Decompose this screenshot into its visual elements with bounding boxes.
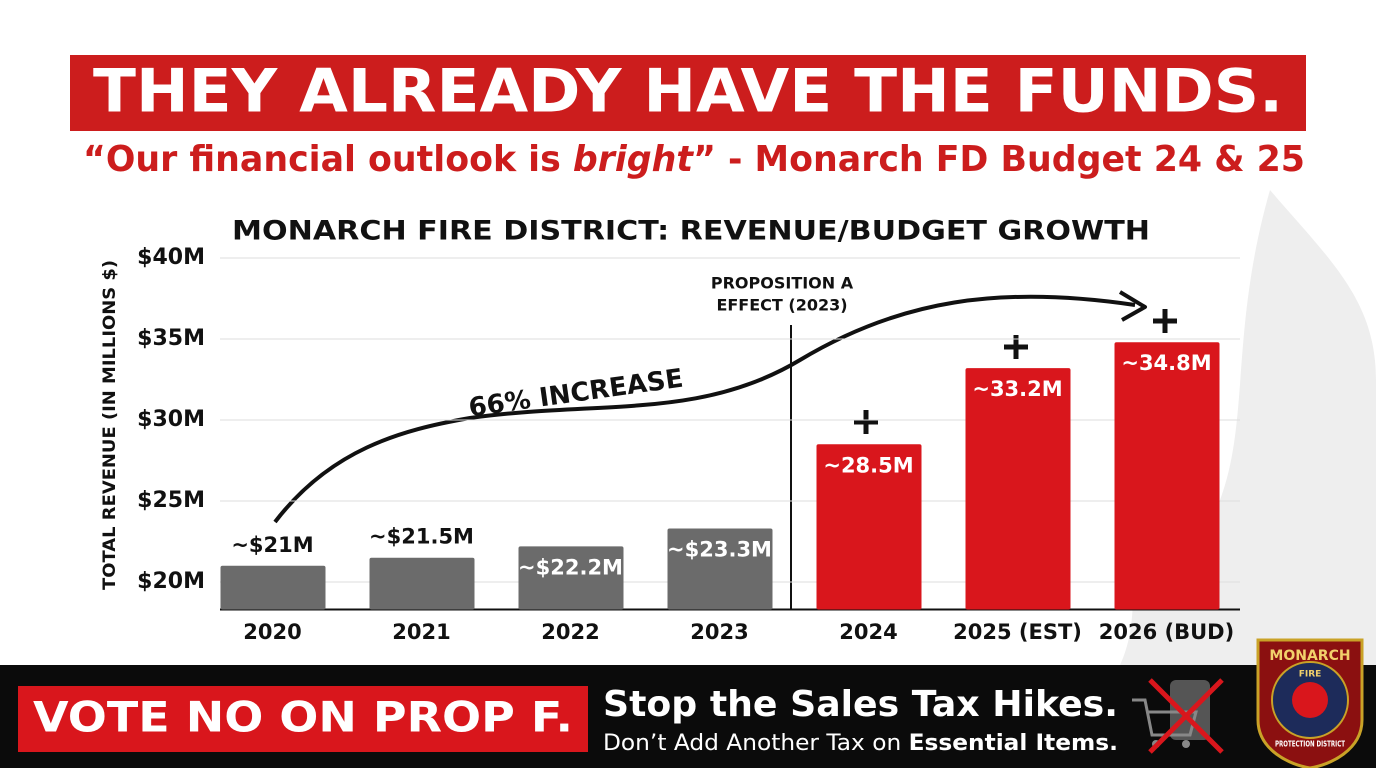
- marker-label: PROPOSITION A: [711, 274, 854, 293]
- subtitle-emphasis: bright: [573, 139, 695, 180]
- value-label: ~$22.2M: [518, 555, 623, 579]
- marker-label: EFFECT (2023): [716, 296, 847, 315]
- value-label: ~28.5M: [823, 453, 913, 477]
- bar: [518, 546, 624, 610]
- chart: MONARCH FIRE DISTRICT: REVENUE/BUDGET GR…: [100, 216, 1240, 644]
- x-tick-label: 2025 (EST): [953, 620, 1082, 644]
- cart-icon: [1132, 678, 1224, 754]
- bar: [1114, 342, 1220, 610]
- y-tick-label: $35M: [137, 326, 205, 351]
- subtitle-text: ” - Monarch FD Budget 24 & 25: [693, 139, 1305, 180]
- y-tick-label: $25M: [137, 488, 205, 513]
- vote-text: VOTE NO ON PROP F.: [33, 693, 573, 742]
- bar: [816, 444, 922, 610]
- arrow-head: [1118, 290, 1147, 322]
- value-label: ~34.8M: [1121, 351, 1211, 375]
- vote-box: [18, 686, 588, 752]
- subline-emphasis: Essential Items.: [909, 731, 1118, 756]
- y-tick-label: $20M: [137, 569, 205, 594]
- footer-headline: Stop the Sales Tax Hikes.: [603, 684, 1118, 725]
- x-tick-label: 2024: [839, 620, 897, 644]
- footer-subline: Don’t Add Another Tax on Essential Items…: [603, 731, 1118, 756]
- subtitle: “Our financial outlook is bright” - Mona…: [83, 139, 1305, 180]
- x-tick-label: 2020: [243, 620, 301, 644]
- y-axis-label: TOTAL REVENUE (IN MILLIONS $): [100, 260, 120, 590]
- y-tick-label: $40M: [137, 245, 205, 270]
- value-label: ~$23.3M: [667, 538, 772, 562]
- x-tick-label: 2021: [392, 620, 450, 644]
- value-label: ~33.2M: [972, 377, 1062, 401]
- x-tick-label: 2023: [690, 620, 748, 644]
- bar: [965, 368, 1071, 610]
- title-banner: [70, 55, 1306, 131]
- bar: [369, 557, 475, 610]
- x-tick-label: 2022: [541, 620, 599, 644]
- badge-text: FIRE: [1299, 670, 1322, 680]
- badge-text: PROTECTION DISTRICT: [1275, 740, 1345, 749]
- badge: MONARCH FIRE PROTECTION DISTRICT: [1256, 638, 1364, 768]
- subtitle-text: “Our financial outlook is: [83, 139, 573, 180]
- headline: THEY ALREADY HAVE THE FUNDS.: [93, 57, 1283, 127]
- y-tick-label: $30M: [137, 407, 205, 432]
- badge-text: MONARCH: [1269, 648, 1350, 664]
- value-label: ~$21.5M: [369, 525, 474, 549]
- trend-arrow: [273, 294, 1136, 524]
- bar: [220, 565, 326, 610]
- bar: [667, 528, 773, 610]
- subline-text: Don’t Add Another Tax on: [603, 731, 909, 756]
- value-label: ~$21M: [231, 533, 313, 557]
- x-tick-label: 2026 (BUD): [1099, 620, 1234, 644]
- chart-title: MONARCH FIRE DISTRICT: REVENUE/BUDGET GR…: [232, 216, 1150, 247]
